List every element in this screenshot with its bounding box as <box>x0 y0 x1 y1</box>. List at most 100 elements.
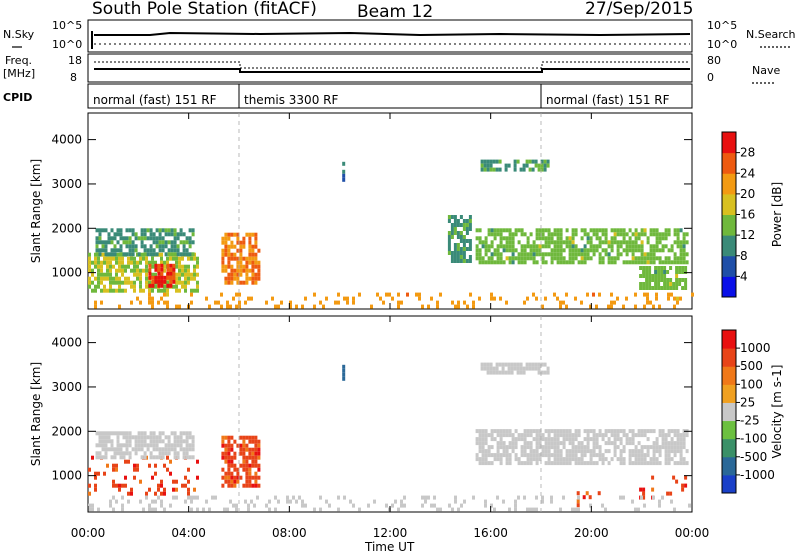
data-cell <box>544 260 548 265</box>
data-cell <box>523 453 527 458</box>
data-cell <box>462 219 466 223</box>
data-cell <box>610 256 614 261</box>
data-cell <box>511 441 515 446</box>
data-cell <box>646 236 650 241</box>
data-cell <box>172 284 175 289</box>
data-cell <box>127 280 130 285</box>
y-tick-label: 2000 <box>51 221 82 235</box>
data-cell <box>652 429 656 434</box>
data-cell <box>676 449 680 454</box>
data-cell <box>589 228 593 233</box>
data-cell <box>125 431 129 436</box>
data-cell <box>634 248 638 253</box>
data-cell <box>176 236 180 241</box>
data-cell <box>586 248 590 253</box>
data-cell <box>637 441 641 446</box>
data-cell <box>484 248 488 253</box>
data-cell <box>487 260 491 265</box>
data-cell <box>526 296 529 301</box>
data-cell <box>673 260 677 265</box>
data-cell <box>121 288 124 293</box>
freq-unit-label: [MHz] <box>3 67 35 80</box>
data-cell <box>456 243 460 247</box>
data-cell <box>178 280 181 285</box>
data-cell <box>257 475 261 480</box>
data-cell <box>675 479 679 484</box>
data-cell <box>98 435 102 440</box>
data-cell <box>436 300 439 305</box>
data-cell <box>631 232 635 237</box>
data-cell <box>598 453 602 458</box>
data-cell <box>657 282 661 286</box>
data-cell <box>175 272 178 277</box>
data-cell <box>104 248 108 253</box>
data-cell <box>433 503 436 508</box>
data-cell <box>101 447 105 452</box>
data-cell <box>98 443 102 448</box>
data-cell <box>505 240 509 245</box>
data-cell <box>137 447 141 452</box>
freq-tick-high: 18 <box>68 54 82 67</box>
data-cell <box>610 228 614 233</box>
data-cell <box>277 499 280 504</box>
data-cell <box>230 244 234 249</box>
data-cell <box>483 163 487 168</box>
data-cell <box>496 449 500 454</box>
data-cell <box>104 435 108 440</box>
data-cell <box>478 461 482 466</box>
data-cell <box>672 286 676 290</box>
data-cell <box>131 240 135 245</box>
data-cell <box>98 431 102 436</box>
data-cell <box>576 491 580 496</box>
data-cell <box>236 236 240 241</box>
data-cell <box>628 461 632 466</box>
data-cell <box>229 499 232 504</box>
data-cell <box>504 370 508 375</box>
data-cell <box>233 252 237 257</box>
data-cell <box>128 240 132 245</box>
data-cell <box>528 362 532 367</box>
data-cell <box>143 443 147 448</box>
nave-tick-low: 0 <box>707 71 714 84</box>
data-cell <box>406 292 409 297</box>
data-cell <box>505 248 509 253</box>
data-cell <box>658 260 662 265</box>
colorbar-tick-label: 12 <box>740 228 755 242</box>
data-cell <box>106 264 109 269</box>
data-cell <box>185 451 189 456</box>
data-cell <box>238 292 241 297</box>
data-cell <box>465 227 469 231</box>
data-cell <box>139 260 142 265</box>
data-cell <box>337 292 340 297</box>
data-cell <box>487 449 491 454</box>
data-cell <box>160 267 164 272</box>
data-cell <box>652 441 656 446</box>
data-cell <box>221 443 225 448</box>
data-cell <box>254 483 258 488</box>
data-cell <box>634 292 637 297</box>
data-cell <box>172 256 175 261</box>
data-cell <box>562 461 566 466</box>
data-cell <box>179 431 183 436</box>
data-cell <box>142 268 145 273</box>
colorbar-tick-label: 4 <box>740 269 748 283</box>
data-cell <box>565 292 568 297</box>
data-cell <box>128 228 132 233</box>
data-cell <box>562 429 566 434</box>
data-cell <box>115 268 118 273</box>
data-cell <box>248 252 252 257</box>
data-cell <box>648 286 652 290</box>
data-cell <box>109 260 112 265</box>
data-cell <box>652 228 656 233</box>
data-cell <box>112 280 115 285</box>
data-cell <box>235 292 238 297</box>
data-cell <box>158 236 162 241</box>
data-cell <box>254 272 258 277</box>
data-cell <box>664 461 668 466</box>
data-cell <box>484 441 488 446</box>
colorbar-tick-label: -1000 <box>740 468 775 482</box>
data-cell <box>640 228 644 233</box>
data-cell <box>160 503 163 508</box>
data-cell <box>574 449 578 454</box>
data-cell <box>221 268 225 273</box>
